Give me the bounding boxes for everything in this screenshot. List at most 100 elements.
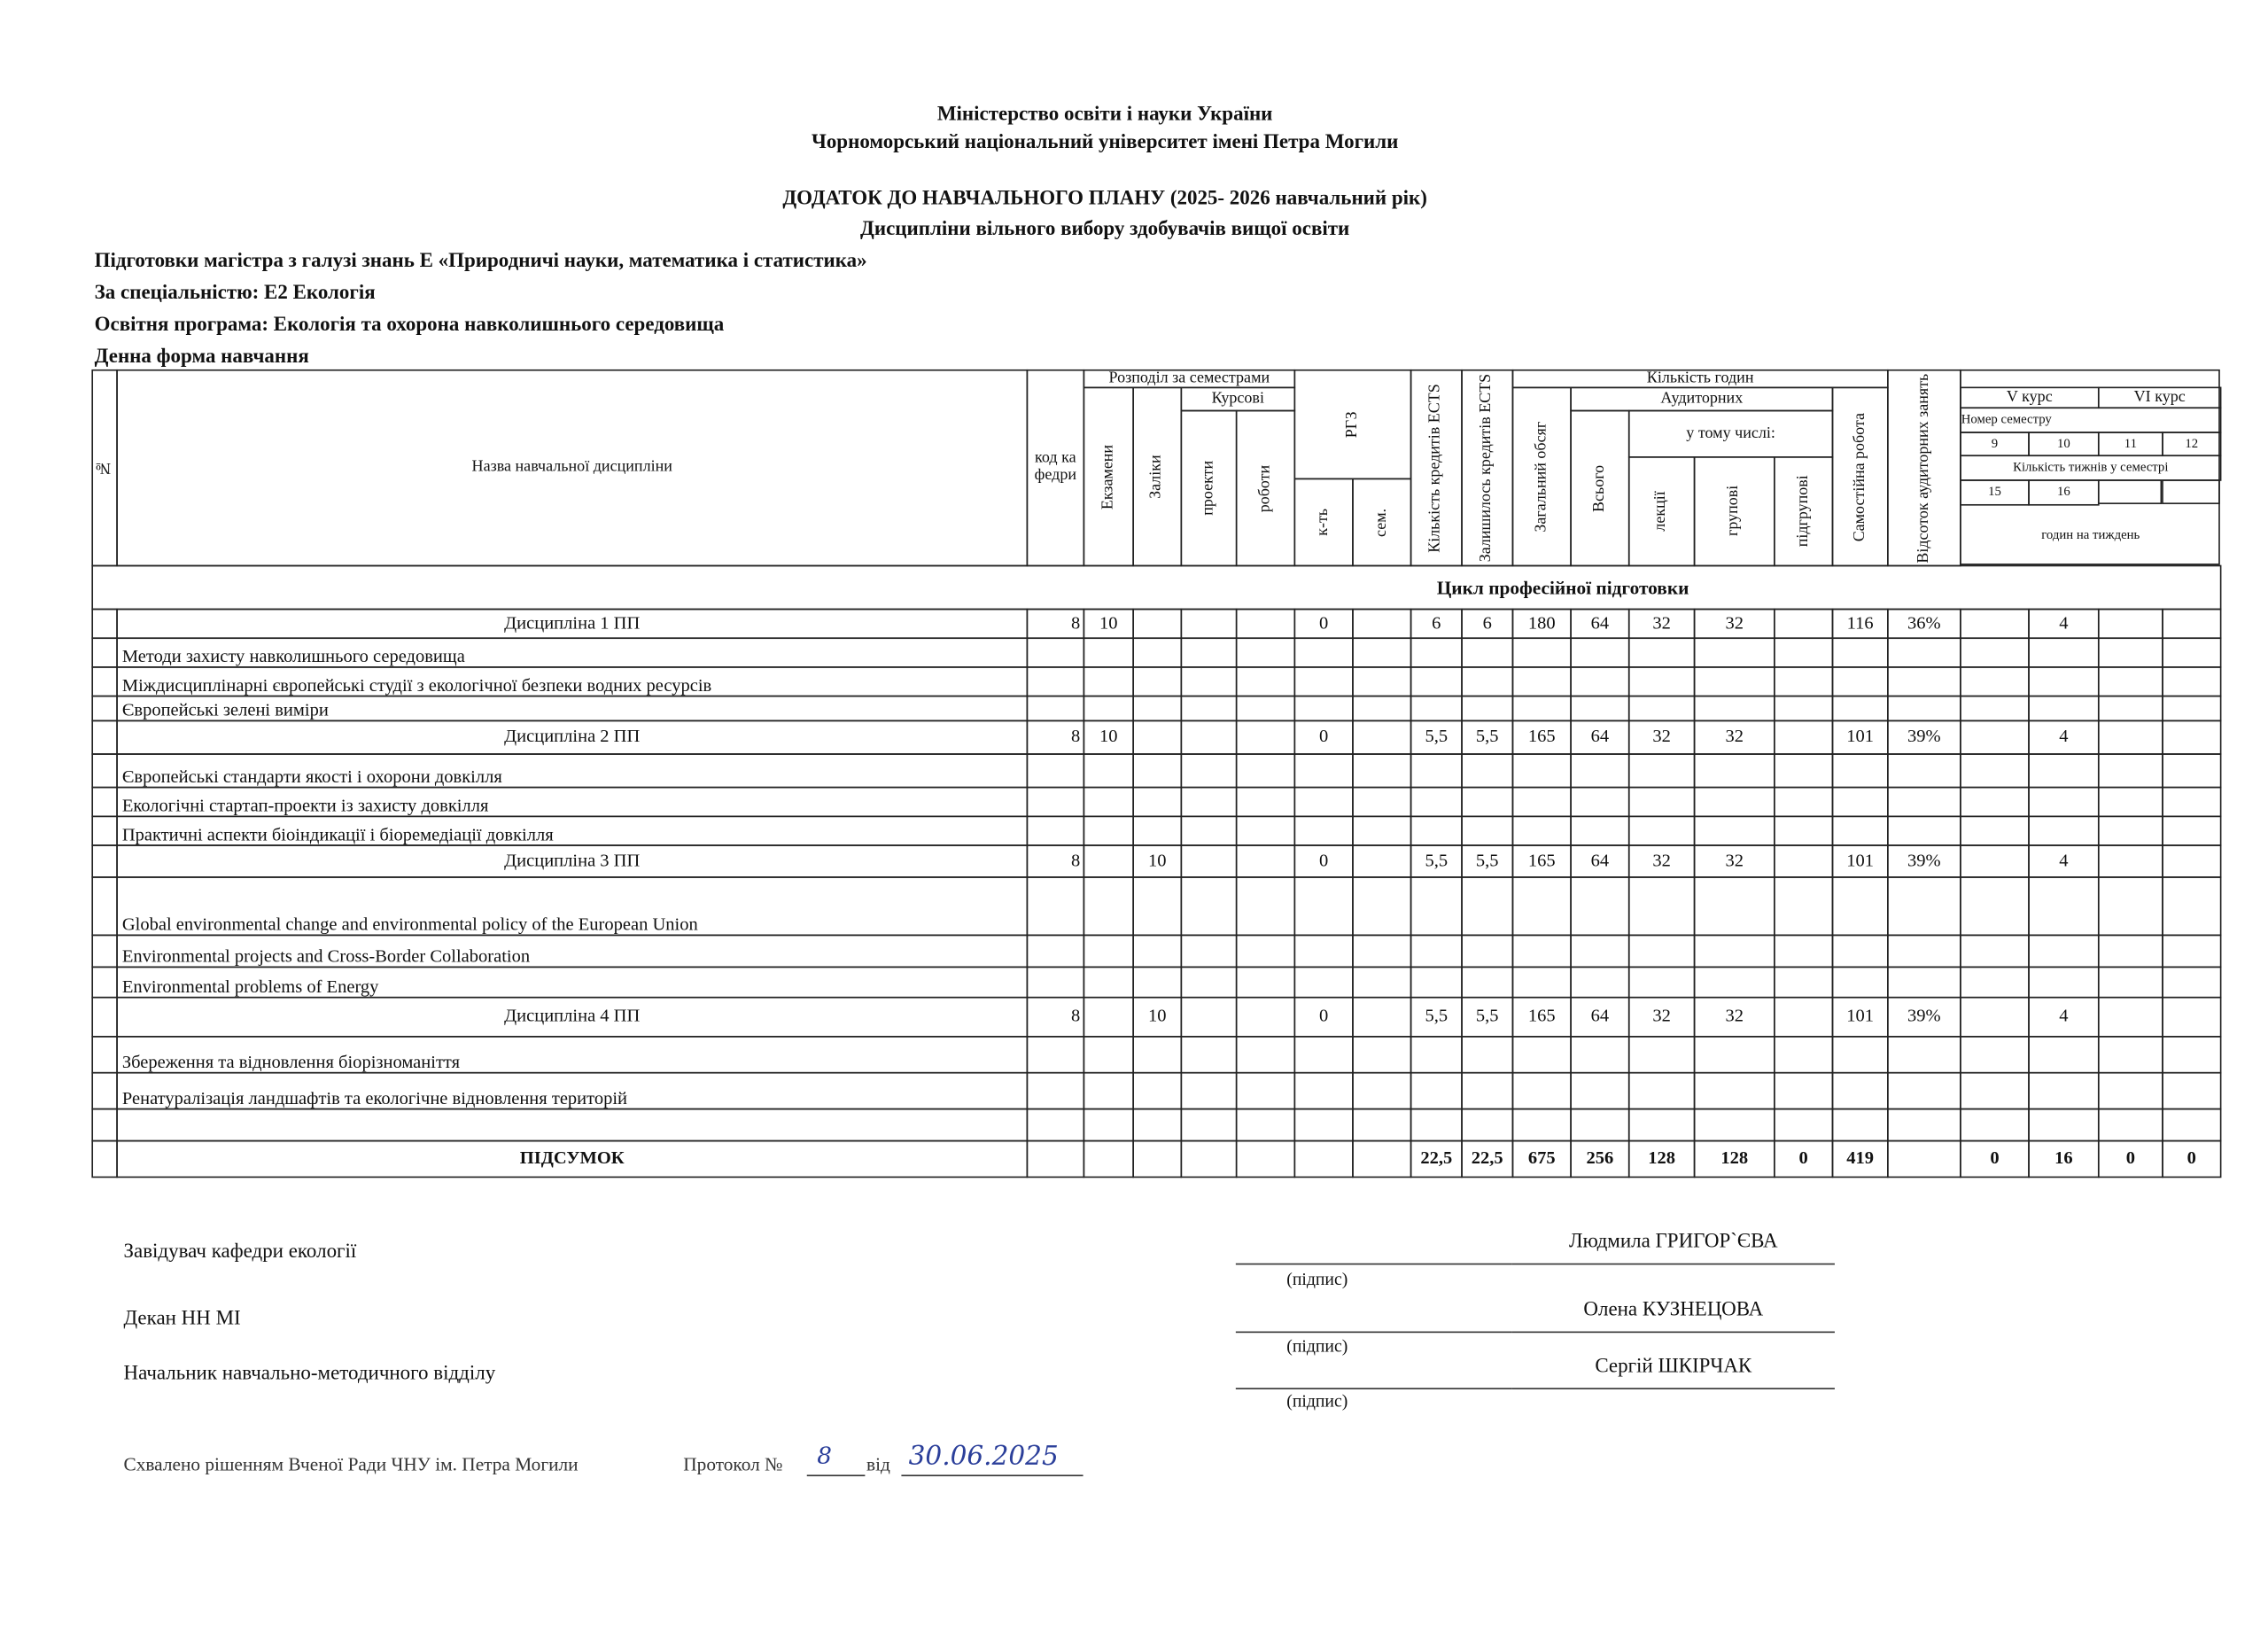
table-cell bbox=[1410, 934, 1463, 968]
table-cell bbox=[1693, 695, 1775, 722]
table-cell bbox=[1083, 934, 1134, 968]
table-cell bbox=[1410, 1071, 1463, 1110]
table-cell bbox=[1831, 1036, 1889, 1074]
table-cell bbox=[1410, 666, 1463, 697]
table-cell bbox=[1180, 996, 1238, 1038]
table-cell: 32 bbox=[1693, 608, 1775, 640]
table-cell bbox=[1774, 719, 1834, 755]
table-cell bbox=[1570, 637, 1630, 668]
table-cell bbox=[1627, 666, 1696, 697]
table-cell bbox=[1132, 815, 1183, 846]
table-cell bbox=[2097, 934, 2163, 968]
header-cell: РГЗ bbox=[1293, 369, 1412, 480]
header-cell: VI курс bbox=[2097, 386, 2222, 409]
table-cell bbox=[1235, 966, 1296, 999]
row-num-cell bbox=[91, 1140, 118, 1178]
table-cell bbox=[1026, 1140, 1085, 1178]
table-cell bbox=[2097, 1108, 2163, 1142]
name-cell: Міждисциплінарні європейські студії з ек… bbox=[116, 666, 1029, 697]
table-cell bbox=[1693, 1071, 1775, 1110]
row-num-cell bbox=[91, 637, 118, 668]
cell-text: проекти bbox=[1199, 461, 1217, 516]
cell-text: підгрупові bbox=[1793, 475, 1812, 548]
table-cell bbox=[1570, 815, 1630, 846]
table-cell bbox=[2097, 608, 2163, 640]
cell-text: № bbox=[95, 459, 113, 477]
header-cell: групові bbox=[1693, 456, 1775, 567]
table-cell bbox=[2097, 786, 2163, 818]
cycle-title: Цикл професійної підготовки bbox=[1436, 576, 1689, 599]
table-cell bbox=[1570, 1108, 1630, 1142]
table-cell bbox=[2162, 1108, 2222, 1142]
name-cell: Європейські зелені виміри bbox=[116, 695, 1029, 722]
table-cell: 0 bbox=[2097, 1140, 2163, 1178]
table-cell bbox=[2097, 1036, 2163, 1074]
table-cell bbox=[2097, 876, 2163, 937]
table-cell bbox=[1293, 1036, 1354, 1074]
table-cell bbox=[1293, 876, 1354, 937]
table-cell bbox=[1960, 966, 2030, 999]
table-cell bbox=[1410, 1036, 1463, 1074]
table-cell: 64 bbox=[1570, 608, 1630, 640]
table-cell bbox=[1831, 753, 1889, 789]
name-cell bbox=[116, 1108, 1029, 1142]
table-cell bbox=[1026, 1036, 1085, 1074]
table-cell bbox=[1410, 753, 1463, 789]
table-cell bbox=[2028, 637, 2100, 668]
table-cell bbox=[1235, 996, 1296, 1038]
table-cell bbox=[1180, 934, 1238, 968]
table-cell bbox=[1627, 753, 1696, 789]
table-cell bbox=[2028, 1108, 2100, 1142]
table-cell: 10 bbox=[1083, 719, 1134, 755]
table-cell: 64 bbox=[1570, 844, 1630, 878]
header-cell: Залишилось кредитів ECTS bbox=[1461, 369, 1514, 567]
table-cell bbox=[1235, 1036, 1296, 1074]
table-cell: 4 bbox=[2028, 844, 2100, 878]
table-cell bbox=[1293, 695, 1354, 722]
table-cell bbox=[1083, 753, 1134, 789]
table-cell bbox=[1960, 786, 2030, 818]
signature-caption: (підпис) bbox=[1286, 1335, 1348, 1357]
cell-text: РГЗ bbox=[1342, 411, 1361, 438]
table-cell bbox=[1831, 876, 1889, 937]
cell-text: Заліки bbox=[1147, 455, 1165, 499]
table-cell: 5,5 bbox=[1461, 844, 1514, 878]
row-num-cell bbox=[91, 815, 118, 846]
table-cell bbox=[1180, 1108, 1238, 1142]
table-cell bbox=[1461, 637, 1514, 668]
table-cell bbox=[1180, 1071, 1238, 1110]
table-cell bbox=[1960, 934, 2030, 968]
table-cell: 5,5 bbox=[1410, 719, 1463, 755]
signer-role: Декан НН МІ bbox=[123, 1308, 241, 1330]
table-cell bbox=[1352, 753, 1412, 789]
row-num-cell bbox=[91, 1071, 118, 1110]
name-cell: Environmental problems of Energy bbox=[116, 966, 1029, 999]
table-cell bbox=[1180, 666, 1238, 697]
table-cell bbox=[1887, 1108, 1961, 1142]
table-cell bbox=[1026, 637, 1085, 668]
table-cell: 22,5 bbox=[1461, 1140, 1514, 1178]
table-cell: 4 bbox=[2028, 608, 2100, 640]
table-cell bbox=[1352, 695, 1412, 722]
table-cell bbox=[1831, 695, 1889, 722]
name-cell: Практичні аспекти біоіндикації і біореме… bbox=[116, 815, 1029, 846]
protocol-number: 8 bbox=[817, 1441, 832, 1469]
protocol-label: Протокол № bbox=[683, 1452, 783, 1475]
table-cell: 5,5 bbox=[1461, 996, 1514, 1038]
table-cell bbox=[1026, 786, 1085, 818]
table-cell bbox=[1831, 637, 1889, 668]
table-cell bbox=[2162, 1071, 2222, 1110]
cell-text: Екзамени bbox=[1099, 444, 1116, 509]
table-cell bbox=[1083, 1108, 1134, 1142]
table-cell bbox=[2162, 637, 2222, 668]
row-num-cell bbox=[91, 996, 118, 1038]
table-cell bbox=[1180, 719, 1238, 755]
table-cell bbox=[1352, 608, 1412, 640]
name-cell: Environmental projects and Cross-Border … bbox=[116, 934, 1029, 968]
table-cell bbox=[1887, 1036, 1961, 1074]
table-cell bbox=[2162, 815, 2222, 846]
table-cell bbox=[1410, 695, 1463, 722]
cell-text: роботи bbox=[1255, 464, 1274, 512]
row-num-cell bbox=[91, 695, 118, 722]
row-num-cell bbox=[91, 876, 118, 937]
